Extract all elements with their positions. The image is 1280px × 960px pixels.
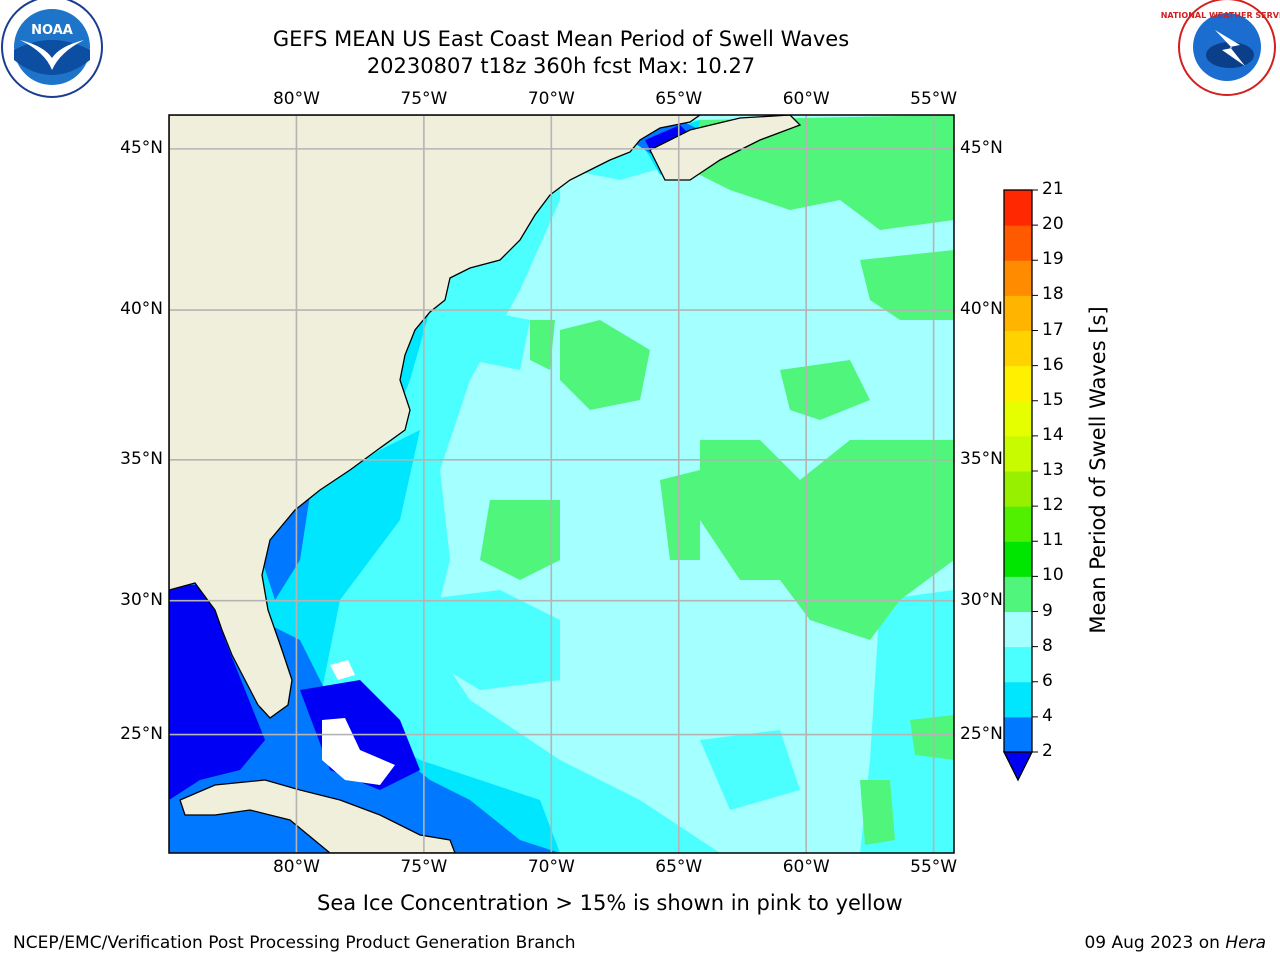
lon-tick-label-bottom: 75°W	[400, 857, 448, 877]
footer-branch: NCEP/EMC/Verification Post Processing Pr…	[13, 933, 576, 953]
colorbar-segment	[1004, 400, 1032, 437]
colorbar-segment	[1004, 681, 1032, 718]
chart-title-line2: 20230807 t18z 360h fcst Max: 10.27	[366, 54, 756, 78]
colorbar-tick-label: 4	[1042, 705, 1053, 726]
lon-tick-label-bottom: 55°W	[910, 857, 958, 877]
colorbar-tick-label: 2	[1042, 741, 1053, 761]
map-frame	[168, 114, 955, 854]
colorbar-tick-label: 13	[1042, 460, 1064, 480]
colorbar-segment	[1004, 541, 1032, 577]
lon-tick-label-top: 80°W	[272, 89, 320, 109]
colorbar-segment	[1004, 646, 1032, 683]
colorbar-tick-label: 20	[1042, 214, 1064, 235]
colorbar-segment	[1004, 506, 1032, 542]
lat-tick-label-right: 25°N	[960, 723, 1003, 744]
colorbar-tick-label: 15	[1042, 389, 1064, 410]
map-area	[169, 115, 954, 853]
lon-tick-label-top: 55°W	[910, 89, 958, 109]
colorbar-segment	[1004, 716, 1032, 753]
noaa-logo-text: NOAA	[31, 23, 73, 38]
colorbar-tick-label: 14	[1042, 424, 1064, 445]
footer-date-text: 09 Aug 2023 on	[1084, 933, 1226, 953]
lat-tick-label-right: 45°N	[960, 137, 1003, 158]
colorbar-tick-label: 8	[1042, 635, 1053, 656]
nws-logo-text: NATIONAL WEATHER SERVICE	[1161, 11, 1280, 20]
colorbar-tick-label: 9	[1042, 600, 1053, 621]
colorbar-segment	[1004, 190, 1032, 226]
colorbar-segment	[1004, 611, 1032, 648]
lon-tick-label-top: 65°W	[655, 89, 703, 109]
lon-tick-label-bottom: 70°W	[527, 857, 575, 877]
nws-logo: NATIONAL WEATHER SERVICE	[1161, 0, 1280, 96]
colorbar-segment	[1004, 330, 1032, 367]
lon-tick-label-top: 60°W	[782, 89, 830, 109]
lat-tick-label-left: 35°N	[120, 448, 163, 469]
lon-tick-label-bottom: 65°W	[655, 857, 703, 877]
lon-tick-label-top: 75°W	[400, 89, 448, 109]
colorbar-segment	[1004, 365, 1032, 402]
colorbar-segment	[1004, 225, 1032, 261]
colorbar-tick-label: 19	[1042, 249, 1064, 270]
lat-tick-label-left: 30°N	[120, 589, 163, 610]
chart-title-line1: GEFS MEAN US East Coast Mean Period of S…	[272, 27, 850, 51]
colorbar-tick-label: 10	[1042, 565, 1064, 586]
colorbar-segment	[1004, 576, 1032, 612]
lat-tick-label-right: 35°N	[960, 448, 1003, 469]
lat-tick-label-left: 25°N	[120, 723, 163, 744]
colorbar-tick-label: 12	[1042, 495, 1064, 516]
colorbar	[1002, 189, 1038, 782]
colorbar-label: Mean Period of Swell Waves [s]	[1086, 306, 1110, 634]
lon-tick-label-bottom: 80°W	[272, 857, 320, 877]
colorbar-tick-label: 11	[1042, 530, 1064, 551]
colorbar-segment	[1004, 295, 1032, 331]
sea-ice-note: Sea Ice Concentration > 15% is shown in …	[317, 891, 903, 915]
lat-tick-label-left: 40°N	[120, 299, 163, 320]
colorbar-tick-label: 16	[1042, 354, 1064, 375]
map-gridlines	[169, 115, 954, 853]
footer-date: 09 Aug 2023 on Hera	[1084, 933, 1266, 953]
colorbar-segment	[1004, 471, 1032, 507]
colorbar-tick-label: 18	[1042, 284, 1064, 305]
noaa-logo: NOAA	[1, 0, 103, 98]
lon-tick-label-bottom: 60°W	[782, 857, 830, 877]
lat-tick-label-right: 30°N	[960, 589, 1003, 610]
colorbar-segment	[1004, 435, 1032, 472]
lat-tick-label-left: 45°N	[120, 137, 163, 158]
colorbar-segment	[1004, 260, 1032, 296]
colorbar-tick-label: 6	[1042, 670, 1053, 691]
lat-tick-label-right: 40°N	[960, 299, 1003, 320]
lon-tick-label-top: 70°W	[527, 89, 575, 109]
colorbar-tick-label: 21	[1042, 179, 1064, 199]
colorbar-extend-triangle	[1002, 751, 1034, 782]
colorbar-tick-label: 17	[1042, 319, 1064, 340]
footer-host: Hera	[1225, 933, 1266, 953]
